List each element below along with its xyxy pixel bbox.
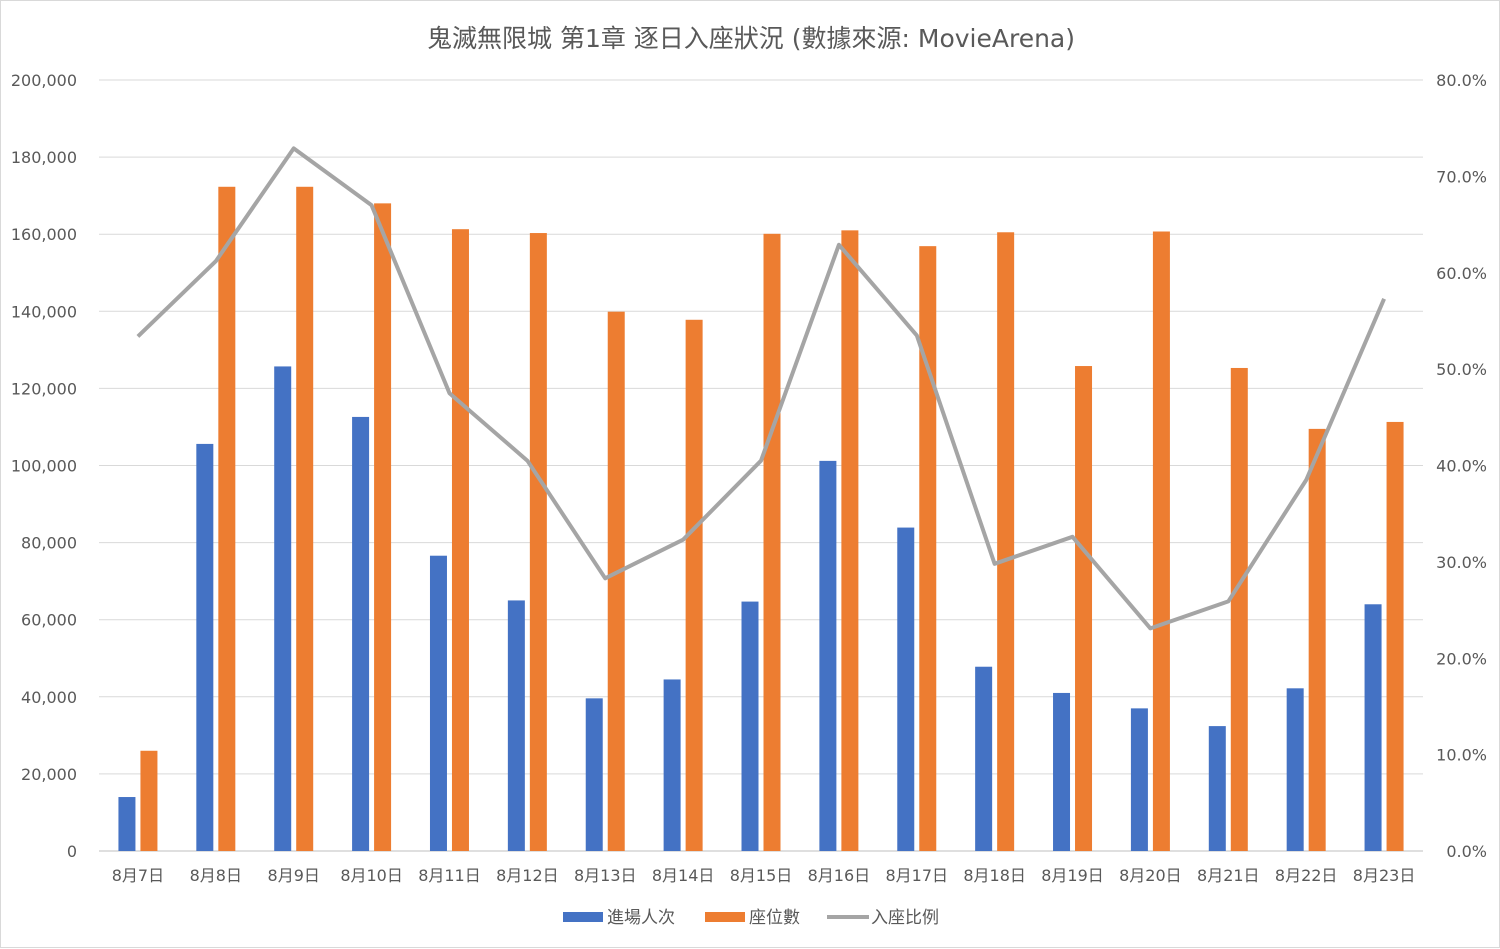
bar-seats xyxy=(1075,366,1093,851)
y-left-tick-label: 160,000 xyxy=(11,225,77,244)
bar-seats xyxy=(841,230,859,852)
y-left-tick-label: 120,000 xyxy=(11,379,77,398)
bar-attendance xyxy=(1208,726,1226,851)
x-tick-label: 8月9日 xyxy=(268,866,320,885)
left-y-axis: 0 20,000 40,000 60,000 80,000 100,000 120,000 1… xyxy=(11,71,77,861)
bar-seats xyxy=(296,186,314,851)
x-tick-label: 8月20日 xyxy=(1119,866,1182,885)
x-tick-label: 8月15日 xyxy=(730,866,793,885)
bar-attendance xyxy=(118,797,136,851)
x-tick-label: 8月12日 xyxy=(496,866,559,885)
bar-seats xyxy=(374,203,392,852)
x-tick-label: 8月14日 xyxy=(652,866,715,885)
bar-seats xyxy=(607,311,625,851)
right-y-axis: 0.0% 10.0% 20.0% 30.0% 40.0% 50.0% 60.0% 70.0% 8… xyxy=(1436,71,1487,861)
bar-attendance xyxy=(429,555,447,851)
bar-seats xyxy=(529,233,547,851)
bar-seats xyxy=(997,232,1015,851)
legend-label: 入座比例 xyxy=(871,908,939,928)
y-left-tick-label: 100,000 xyxy=(11,457,77,476)
bar-attendance xyxy=(897,527,915,851)
x-tick-label: 8月7日 xyxy=(112,866,164,885)
bar-attendance xyxy=(507,600,525,851)
legend-label: 進場人次 xyxy=(607,908,675,928)
bar-attendance xyxy=(585,698,603,851)
y-left-tick-label: 200,000 xyxy=(11,71,77,90)
bar-attendance xyxy=(352,416,370,851)
bar-seats xyxy=(1308,428,1326,851)
x-tick-label: 8月23日 xyxy=(1353,866,1416,885)
bar-attendance xyxy=(274,366,292,851)
y-right-tick-label: 60.0% xyxy=(1436,264,1487,283)
legend: 進場人次 座位數 入座比例 xyxy=(563,908,939,928)
bar-attendance xyxy=(819,460,837,851)
bar-seats xyxy=(1152,231,1170,852)
x-tick-label: 8月22日 xyxy=(1275,866,1338,885)
y-right-tick-label: 40.0% xyxy=(1436,457,1487,476)
occupancy-line xyxy=(136,146,1386,631)
legend-label: 座位數 xyxy=(749,908,800,928)
y-left-tick-label: 180,000 xyxy=(11,148,77,167)
line-series xyxy=(136,146,1386,631)
y-left-tick-label: 0 xyxy=(67,842,77,861)
y-right-tick-label: 50.0% xyxy=(1436,360,1487,379)
bar-seats xyxy=(919,246,937,851)
legend-swatch xyxy=(563,912,603,922)
x-tick-label: 8月17日 xyxy=(885,866,948,885)
gridlines xyxy=(99,79,1423,852)
bar-attendance xyxy=(1286,688,1304,851)
y-right-tick-label: 20.0% xyxy=(1436,649,1487,668)
y-right-tick-label: 10.0% xyxy=(1436,746,1487,765)
bar-series xyxy=(118,186,1404,852)
x-axis: 8月7日 8月8日 8月9日 8月10日 8月11日 8月12日 8月13日 8月14日 8月1… xyxy=(112,866,1416,885)
y-right-tick-label: 80.0% xyxy=(1436,71,1487,90)
x-tick-label: 8月13日 xyxy=(574,866,637,885)
x-tick-label: 8月21日 xyxy=(1197,866,1260,885)
bar-seats xyxy=(140,750,158,851)
x-tick-label: 8月19日 xyxy=(1041,866,1104,885)
chart-title: 鬼滅無限城 第1章 逐日入座狀況 (數據來源: MovieArena) xyxy=(427,24,1075,53)
x-tick-label: 8月18日 xyxy=(963,866,1026,885)
legend-swatch xyxy=(705,912,745,922)
bar-attendance xyxy=(196,443,214,851)
bar-attendance xyxy=(1130,708,1148,851)
x-tick-label: 8月8日 xyxy=(190,866,242,885)
bar-seats xyxy=(763,233,781,851)
bar-attendance xyxy=(741,601,759,851)
bar-seats xyxy=(451,229,469,852)
bar-attendance xyxy=(663,679,681,851)
y-left-tick-label: 80,000 xyxy=(21,534,77,553)
y-right-tick-label: 70.0% xyxy=(1436,167,1487,186)
x-tick-label: 8月16日 xyxy=(808,866,871,885)
x-tick-label: 8月10日 xyxy=(340,866,403,885)
bar-attendance xyxy=(975,666,993,851)
bar-attendance xyxy=(1053,692,1071,851)
y-left-tick-label: 20,000 xyxy=(21,765,77,784)
y-left-tick-label: 140,000 xyxy=(11,302,77,321)
bar-seats xyxy=(1230,367,1248,851)
x-tick-label: 8月11日 xyxy=(418,866,481,885)
bar-seats xyxy=(218,186,236,851)
y-right-tick-label: 0.0% xyxy=(1446,842,1487,861)
y-left-tick-label: 40,000 xyxy=(21,688,77,707)
bar-seats xyxy=(685,319,703,851)
y-left-tick-label: 60,000 xyxy=(21,611,77,630)
y-right-tick-label: 30.0% xyxy=(1436,553,1487,572)
bar-attendance xyxy=(1364,604,1382,851)
bar-seats xyxy=(1386,421,1404,851)
